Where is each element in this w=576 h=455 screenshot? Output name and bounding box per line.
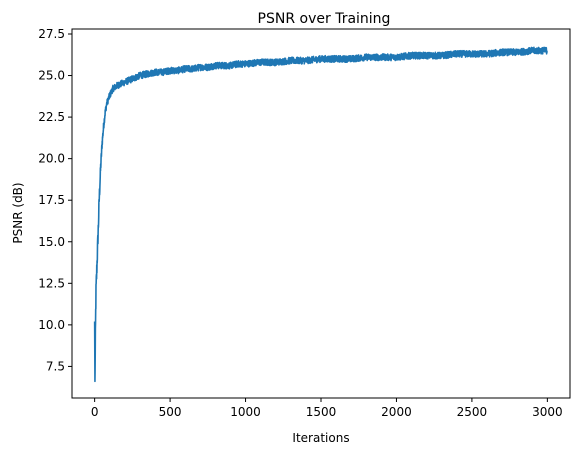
x-tick-label: 0 <box>91 405 99 419</box>
y-tick-label: 20.0 <box>38 152 65 166</box>
x-tick-label: 1500 <box>306 405 337 419</box>
x-axis-label: Iterations <box>292 431 349 445</box>
x-tick-label: 2000 <box>381 405 412 419</box>
y-tick-label: 12.5 <box>38 276 65 290</box>
psnr-series-line <box>93 46 549 383</box>
y-axis-ticks: 7.5 10.0 12.5 15.0 17.5 20.0 22.5 25.0 27.5 <box>38 27 72 373</box>
y-axis-label: PSNR (dB) <box>11 182 25 243</box>
y-tick-label: 15.0 <box>38 235 65 249</box>
x-tick-label: 1000 <box>230 405 261 419</box>
x-axis-ticks: 0 500 1000 1500 2000 2500 3000 <box>91 398 563 419</box>
y-tick-label: 10.0 <box>38 318 65 332</box>
x-tick-label: 3000 <box>532 405 563 419</box>
plot-area: 0 500 1000 1500 2000 2500 3000 7.5 10.0 12.5 15.0… <box>38 27 571 419</box>
y-tick-label: 7.5 <box>46 359 65 373</box>
chart-title: PSNR over Training <box>258 11 391 27</box>
y-tick-label: 27.5 <box>38 27 65 41</box>
x-tick-label: 500 <box>159 405 182 419</box>
y-tick-label: 22.5 <box>38 110 65 124</box>
x-tick-label: 2500 <box>457 405 488 419</box>
y-tick-label: 25.0 <box>38 69 65 83</box>
y-tick-label: 17.5 <box>38 193 65 207</box>
